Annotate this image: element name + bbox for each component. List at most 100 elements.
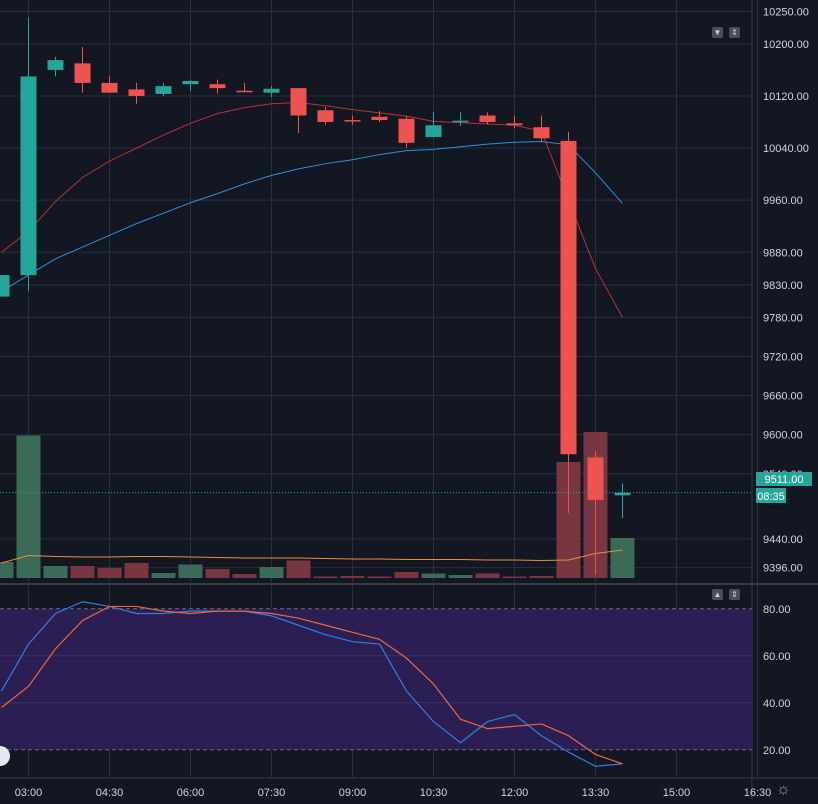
price-tick-label: 10200.00 bbox=[763, 39, 809, 51]
candle bbox=[20, 17, 37, 292]
candle-body bbox=[182, 80, 199, 85]
candle-body bbox=[479, 115, 496, 122]
volume-bar bbox=[151, 573, 176, 578]
volume-bar bbox=[124, 563, 149, 578]
candle bbox=[398, 115, 415, 149]
candle-body bbox=[0, 275, 10, 297]
up-down-arrows-icon[interactable]: ⇕ bbox=[729, 589, 740, 600]
price-tick-label: 9720.00 bbox=[763, 352, 803, 364]
candle bbox=[344, 115, 361, 125]
volume-bar bbox=[394, 572, 419, 578]
axes: 10250.00 10200.00 10120.00 10040.00 9960.00 9… bbox=[15, 6, 809, 799]
candle-body bbox=[614, 492, 631, 496]
volume-bar bbox=[0, 562, 14, 578]
candle bbox=[47, 56, 64, 77]
candle-body bbox=[74, 63, 91, 83]
candle bbox=[533, 115, 550, 142]
oscillator-band-fill bbox=[0, 608, 752, 750]
time-tick-label: 15:00 bbox=[663, 787, 691, 799]
candle bbox=[317, 107, 334, 125]
candle-body bbox=[344, 120, 361, 122]
candlesticks[interactable] bbox=[0, 17, 631, 575]
time-tick-label: 16:30 bbox=[744, 787, 772, 799]
gear-icon[interactable]: ☼ bbox=[776, 781, 791, 798]
candle bbox=[587, 450, 604, 575]
time-tick-label: 09:00 bbox=[339, 787, 367, 799]
candle bbox=[128, 82, 145, 104]
candle-body bbox=[587, 457, 604, 500]
candle bbox=[182, 79, 199, 91]
stochastic-lines bbox=[0, 492, 752, 767]
last-price-tag bbox=[756, 472, 812, 486]
time-tick-label: 07:30 bbox=[258, 787, 286, 799]
price-tick-label: 9396.00 bbox=[763, 563, 803, 575]
volume-bar bbox=[70, 566, 95, 578]
countdown-tag bbox=[756, 488, 786, 503]
price-tick-label: 10250.00 bbox=[763, 6, 809, 18]
volume-ma-series bbox=[1, 549, 623, 564]
volume-bar bbox=[205, 569, 230, 578]
candle-body bbox=[398, 118, 415, 143]
volume-bar bbox=[502, 576, 527, 578]
oscillator-band bbox=[0, 608, 752, 751]
candle bbox=[155, 82, 172, 96]
price-tick-label: 9830.00 bbox=[763, 280, 803, 292]
candle bbox=[263, 86, 280, 98]
candle-body bbox=[452, 120, 469, 123]
price-tick-label: 9880.00 bbox=[763, 247, 803, 259]
candle-body bbox=[290, 88, 307, 116]
time-tick-label: 03:00 bbox=[15, 787, 43, 799]
volume-bar bbox=[178, 564, 203, 578]
candle-body bbox=[317, 110, 334, 122]
candle-body bbox=[128, 89, 145, 96]
oscillator-tick-label: 40.00 bbox=[763, 698, 791, 710]
price-tick-label: 9960.00 bbox=[763, 195, 803, 207]
last-price-label: 9511.00 bbox=[765, 474, 804, 486]
candle bbox=[506, 115, 523, 128]
ma-fast-series bbox=[1, 101, 623, 318]
candle bbox=[290, 88, 307, 134]
candle bbox=[371, 110, 388, 122]
candle bbox=[479, 112, 496, 125]
candle bbox=[452, 112, 469, 126]
stoch-d-series bbox=[1, 605, 623, 765]
up-down-arrows-icon[interactable]: ⇕ bbox=[729, 27, 740, 38]
volume-bar bbox=[232, 574, 257, 578]
price-tick-label: 9440.00 bbox=[763, 534, 803, 546]
time-tick-label: 04:30 bbox=[96, 787, 124, 799]
volume-ma-line bbox=[1, 549, 623, 564]
circle-arrow-icon[interactable] bbox=[0, 746, 10, 766]
candle bbox=[236, 82, 253, 93]
volume-bar bbox=[421, 573, 446, 578]
candle-body bbox=[506, 123, 523, 126]
time-tick-label: 13:30 bbox=[582, 787, 610, 799]
candle bbox=[209, 79, 226, 94]
price-tick-label: 9600.00 bbox=[763, 430, 803, 442]
volume-bar bbox=[16, 435, 41, 578]
price-tags: 9511.00 08:35 bbox=[756, 472, 812, 503]
candle-body bbox=[263, 88, 280, 93]
candle-body bbox=[209, 84, 226, 89]
volume-bar bbox=[286, 560, 311, 578]
chevron-up-icon[interactable]: ▲ bbox=[712, 589, 723, 600]
volume-bar bbox=[43, 566, 68, 578]
candle bbox=[74, 47, 91, 93]
oscillator-tick-label: 60.00 bbox=[763, 651, 791, 663]
time-tick-label: 06:00 bbox=[177, 787, 205, 799]
countdown-label: 08:35 bbox=[757, 491, 785, 503]
chevron-down-icon[interactable]: ▼ bbox=[712, 27, 723, 38]
stoch-k-series bbox=[0, 601, 623, 767]
volume-bar bbox=[367, 576, 392, 578]
price-tick-label: 10040.00 bbox=[763, 143, 809, 155]
oscillator-tick-label: 80.00 bbox=[763, 604, 791, 616]
candle-body bbox=[47, 60, 64, 70]
time-tick-label: 10:30 bbox=[420, 787, 448, 799]
candle-body bbox=[20, 76, 37, 276]
candle bbox=[101, 76, 118, 93]
volume-bar bbox=[475, 573, 500, 578]
volume-bar bbox=[529, 576, 554, 578]
candle bbox=[560, 131, 577, 513]
